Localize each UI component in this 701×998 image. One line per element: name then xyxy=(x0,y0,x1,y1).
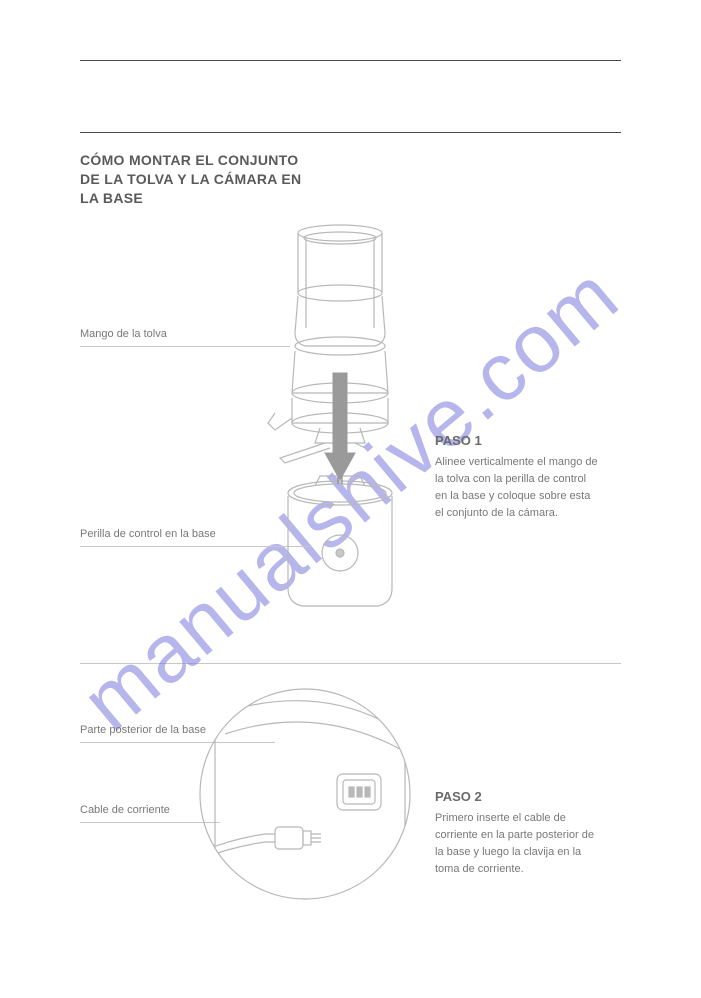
step2-text: Primero inserte el cable de corriente en… xyxy=(435,810,600,878)
step1-block: PASO 1 Alinee verticalmente el mango de … xyxy=(435,433,600,522)
top-rule-1 xyxy=(80,60,621,61)
divider-rule xyxy=(80,663,621,664)
label-power-cord: Cable de corriente xyxy=(80,804,170,816)
label-control-knob: Perilla de control en la base xyxy=(80,528,216,540)
step1-text: Alinee verticalmente el mango de la tolv… xyxy=(435,454,600,522)
section-rule xyxy=(80,132,621,133)
label-hopper-handle: Mango de la tolva xyxy=(80,328,167,340)
step2-title: PASO 2 xyxy=(435,789,600,804)
diagram-step1 xyxy=(220,218,440,618)
step2-block: PASO 2 Primero inserte el cable de corri… xyxy=(435,789,600,878)
step1-title: PASO 1 xyxy=(435,433,600,448)
section-title: CÓMO MONTAR EL CONJUNTO DE LA TOLVA Y LA… xyxy=(80,151,621,208)
diagram-step2 xyxy=(175,679,435,909)
